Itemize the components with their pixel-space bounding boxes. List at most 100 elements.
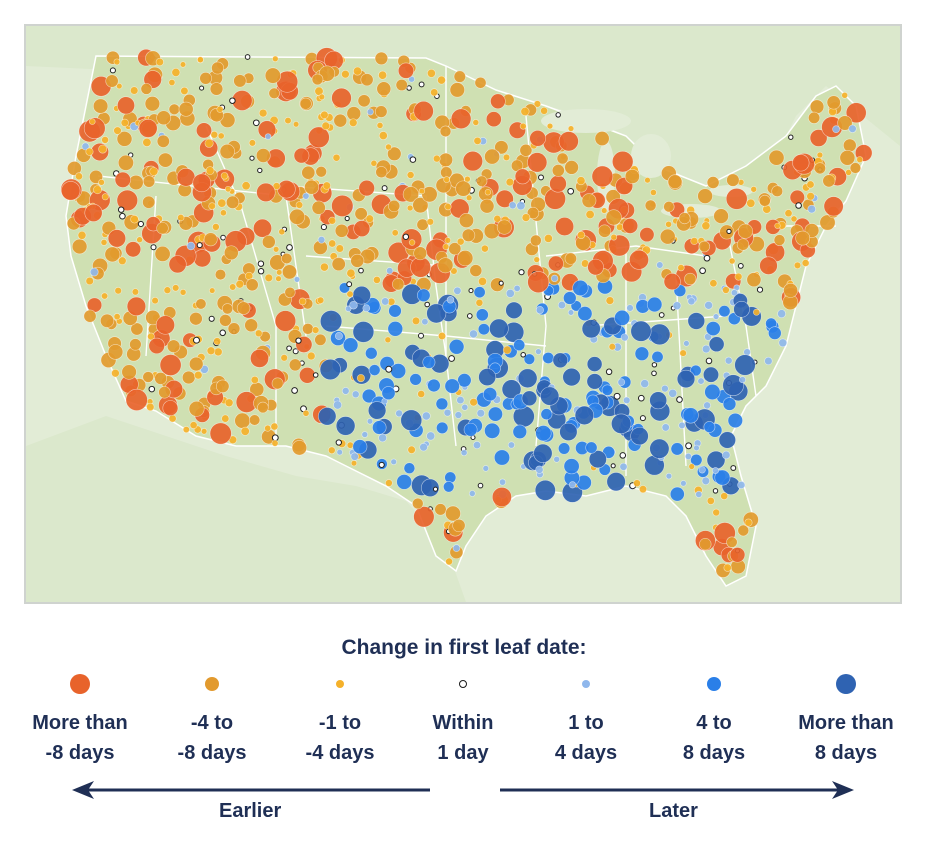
station-dot: [703, 366, 719, 383]
station-dot: [264, 424, 272, 432]
station-dot: [687, 312, 706, 330]
station-dot: [163, 286, 172, 294]
station-dot: [670, 442, 684, 456]
station-dot: [189, 421, 198, 429]
station-dot: [388, 199, 401, 213]
station-dot: [721, 450, 731, 460]
station-dot: [203, 232, 218, 247]
station-dot: [116, 189, 138, 212]
station-dot: [540, 408, 553, 421]
station-dot: [469, 329, 478, 339]
station-dot: [460, 449, 468, 457]
station-dot: [291, 440, 308, 456]
station-dot: [613, 392, 621, 400]
station-dot: [350, 460, 358, 467]
station-dot: [197, 56, 204, 64]
station-dot: [358, 267, 364, 274]
station-dot: [553, 455, 561, 463]
station-dot: [386, 267, 394, 275]
station-dot: [426, 303, 447, 324]
station-dot: [445, 505, 461, 522]
station-dot: [142, 137, 152, 147]
station-dot: [140, 83, 153, 95]
station-dot: [564, 252, 577, 265]
station-dot: [284, 286, 296, 298]
earlier-label: Earlier: [219, 800, 282, 822]
station-dot: [606, 472, 626, 492]
station-dot: [538, 174, 544, 181]
station-dot: [98, 144, 108, 154]
station-dot: [291, 387, 298, 394]
station-dot: [439, 125, 452, 138]
station-dot: [845, 169, 852, 176]
station-dot: [432, 486, 439, 492]
station-dot: [306, 351, 316, 361]
station-dot: [473, 136, 482, 145]
station-dot: [213, 337, 222, 346]
station-dot: [558, 442, 571, 455]
station-dot: [314, 333, 327, 346]
station-dot: [406, 171, 415, 179]
station-dot: [100, 239, 108, 246]
station-dot: [157, 152, 173, 168]
station-dot: [342, 337, 359, 353]
station-dot: [586, 373, 603, 390]
station-dot: [116, 131, 133, 147]
station-dot: [567, 309, 575, 316]
station-dot: [499, 478, 506, 486]
station-dot: [321, 121, 331, 131]
station-dot: [508, 201, 517, 210]
station-dot: [117, 154, 134, 171]
station-dot: [649, 391, 668, 410]
station-dot: [619, 452, 627, 459]
station-dot: [261, 235, 276, 249]
station-dot: [444, 203, 452, 211]
station-dot: [278, 228, 286, 236]
station-dot: [756, 286, 764, 293]
station-dot: [189, 311, 203, 326]
station-dot: [437, 257, 454, 274]
station-dot: [272, 246, 280, 253]
station-dot: [156, 110, 172, 126]
station-dot: [698, 466, 706, 474]
station-dot: [469, 490, 476, 497]
station-dot: [284, 117, 292, 125]
station-dot: [320, 262, 329, 272]
station-dot: [605, 368, 613, 376]
station-dot: [701, 344, 711, 354]
station-dot: [286, 244, 293, 251]
station-dot: [697, 377, 705, 385]
station-dot: [699, 267, 706, 275]
station-dot: [407, 445, 416, 454]
legend-item-4-to-8: 4 to 8 days: [649, 674, 779, 764]
station-dot: [473, 286, 486, 299]
station-dot: [764, 356, 773, 366]
station-dot: [559, 422, 578, 441]
station-dot: [182, 426, 190, 434]
station-dot: [412, 197, 429, 214]
station-dot: [213, 347, 223, 357]
station-dot: [195, 122, 213, 139]
station-dot: [85, 276, 94, 286]
station-dot: [320, 310, 343, 333]
legend-label: Within 1 day: [432, 712, 494, 764]
station-dot: [210, 130, 219, 139]
station-dot: [698, 240, 711, 253]
station-dot: [113, 58, 121, 66]
station-dot: [316, 296, 325, 304]
station-dot: [610, 233, 618, 241]
station-dot: [193, 336, 200, 344]
station-dot: [437, 331, 447, 341]
station-dot: [507, 441, 515, 449]
station-dot: [421, 318, 429, 326]
station-dot: [661, 423, 670, 432]
station-dot: [714, 469, 731, 486]
station-dot: [293, 276, 301, 283]
station-dot: [444, 378, 460, 394]
station-dot: [320, 110, 329, 120]
station-dot: [849, 162, 862, 174]
us-map: [24, 24, 902, 604]
station-dot: [523, 353, 536, 365]
station-dot: [472, 119, 480, 126]
station-dot: [481, 244, 489, 253]
